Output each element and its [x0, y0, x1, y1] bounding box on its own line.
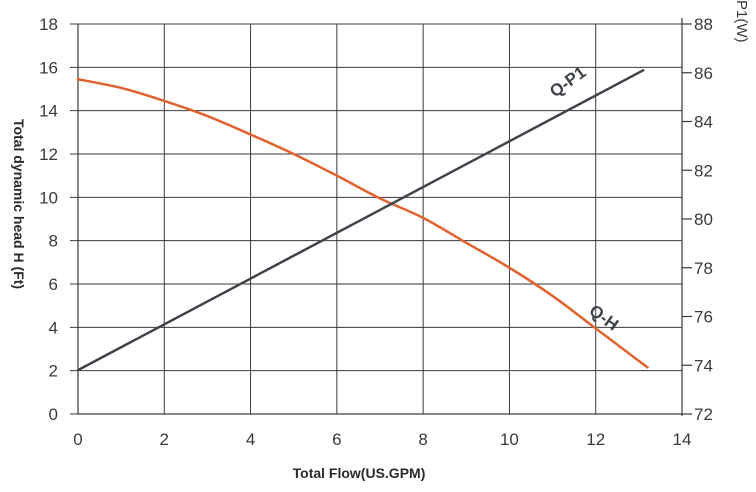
- x-tick-label: 2: [160, 430, 169, 449]
- y-tick-label: 12: [39, 145, 58, 164]
- x-tick-label: 8: [418, 430, 427, 449]
- tick-labels: 0 2 4 6 8 10 12 14 0 2 4 6 8 10 12 14 16 18 72 74 76 78 80 82 84…: [39, 15, 713, 449]
- y2-axis-title: P1(W): [733, 0, 750, 43]
- series-lines: [76, 69, 649, 372]
- y-tick-label: 0: [49, 405, 58, 424]
- y2-tick-label: 82: [694, 161, 713, 180]
- y-tick-label: 16: [39, 58, 58, 77]
- x-tick-label: 10: [500, 430, 519, 449]
- y-axis-title: Total dynamic head H (Ft): [11, 119, 27, 289]
- y-tick-label: 6: [49, 275, 58, 294]
- y-tick-label: 4: [49, 318, 58, 337]
- series-label-q-p1: Q-P1: [546, 63, 589, 102]
- y2-tick-label: 80: [694, 210, 713, 229]
- y-tick-label: 10: [39, 188, 58, 207]
- series-label-q-h: Q-H: [586, 301, 622, 335]
- x-tick-label: 12: [586, 430, 605, 449]
- y-tick-label: 2: [49, 362, 58, 381]
- series-line-q-h: [76, 78, 649, 369]
- x-tick-label: 4: [246, 430, 255, 449]
- x-tick-label: 14: [673, 430, 692, 449]
- y2-tick-label: 86: [694, 64, 713, 83]
- y-tick-label: 18: [39, 15, 58, 34]
- y2-tick-label: 88: [694, 15, 713, 34]
- y2-tick-label: 74: [694, 356, 713, 375]
- y-tick-label: 14: [39, 102, 58, 121]
- y2-tick-label: 84: [694, 113, 713, 132]
- y2-tick-label: 76: [694, 308, 713, 327]
- x-tick-label: 6: [332, 430, 341, 449]
- y2-tick-label: 78: [694, 259, 713, 278]
- y2-tick-label: 72: [694, 405, 713, 424]
- x-tick-label: 0: [73, 430, 82, 449]
- series-line-q-p1: [76, 69, 645, 372]
- y-tick-label: 8: [49, 232, 58, 251]
- axes: [77, 18, 692, 416]
- grid-lines: [70, 23, 683, 415]
- x-axis-title: Total Flow(US.GPM): [293, 465, 426, 481]
